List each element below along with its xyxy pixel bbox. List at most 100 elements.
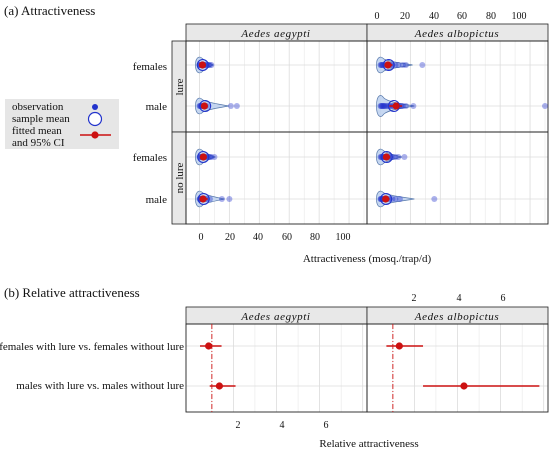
legend-fitted-label-2: and 95% CI <box>12 137 65 149</box>
species-label-aegypti-a: Aedes aegypti <box>240 28 310 40</box>
tick-bottom-0: 0 <box>199 232 204 243</box>
sample-mean-marker <box>380 192 393 206</box>
tick-top-100: 100 <box>512 11 527 22</box>
species-label-aegypti-b: Aedes aegypti <box>240 311 310 323</box>
tick-b-top-6: 6 <box>501 293 506 304</box>
panel-a-title: (a) Attractiveness <box>4 3 95 18</box>
species-label-albopictus-b: Aedes albopictus <box>414 311 499 323</box>
row-label-females-lure: females <box>133 61 167 73</box>
observation-point <box>208 154 215 160</box>
violin-aegypti-nolure-male <box>195 190 225 208</box>
observation-point <box>206 196 213 202</box>
sample-mean-marker <box>196 58 209 72</box>
row-label-females-nolure: females <box>133 152 167 164</box>
observation-point <box>395 154 402 160</box>
tick-bottom-20: 20 <box>225 232 235 243</box>
legend-observation-marker <box>92 104 98 110</box>
observation-point <box>379 103 386 109</box>
species-label-albopictus-a: Aedes albopictus <box>414 28 499 40</box>
sample-mean-marker <box>380 150 393 164</box>
observation-point <box>381 103 388 109</box>
observation-point <box>399 103 406 109</box>
relative-estimate-marker <box>395 342 403 350</box>
panel-b-xlabel: Relative attractiveness <box>319 438 418 450</box>
observation-point <box>211 154 218 160</box>
legend-observation-label: observation <box>12 101 64 113</box>
tick-top-60: 60 <box>457 11 467 22</box>
observation-point <box>378 103 385 109</box>
sample-mean-marker <box>199 99 212 113</box>
legend-sample-mean-label: sample mean <box>12 113 70 125</box>
observation-point <box>542 103 549 109</box>
panel-b-right-frame <box>366 323 549 413</box>
comparison-label-males: males with lure vs. males without lure <box>16 380 184 392</box>
legend-fitted-label-1: fitted mean <box>12 125 62 137</box>
observation-point <box>402 62 409 68</box>
observation-point <box>410 103 417 109</box>
panel-b-ticks: 2 4 6 2 4 6 <box>236 293 506 431</box>
tick-b-top-2: 2 <box>412 293 417 304</box>
panel-a-right-frame <box>366 40 549 225</box>
observation-point <box>233 103 240 109</box>
observation-point <box>377 103 384 109</box>
observation-point <box>392 154 399 160</box>
violin-aegypti-lure-male <box>195 97 229 115</box>
panel-a-xlabel: Attractiveness (mosq./trap/d) <box>303 253 432 265</box>
panel-b-marks <box>200 324 540 412</box>
row-strip-no-lure: no lure <box>174 162 186 193</box>
legend-fitted-marker <box>91 131 99 139</box>
observation-point <box>378 62 385 68</box>
tick-b-bottom-6: 6 <box>324 420 329 431</box>
relative-estimate-marker <box>460 382 468 390</box>
observation-point <box>226 196 233 202</box>
tick-b-bottom-2: 2 <box>236 420 241 431</box>
fitted-mean-marker <box>198 61 207 69</box>
observation-point <box>399 62 406 68</box>
tick-top-40: 40 <box>429 11 439 22</box>
fitted-mean-marker <box>382 153 391 161</box>
fitted-mean-marker <box>199 153 207 161</box>
fitted-mean-marker <box>382 195 390 203</box>
observation-point <box>431 196 438 202</box>
panel-a-grid <box>186 41 548 224</box>
observation-point <box>395 62 402 68</box>
row-strip-lure: lure <box>174 78 186 95</box>
violin-albopictus-nolure-male <box>376 190 415 208</box>
fitted-mean-marker <box>199 195 207 203</box>
tick-bottom-100: 100 <box>336 232 351 243</box>
relative-estimate-marker <box>215 382 223 390</box>
observation-point <box>401 154 408 160</box>
tick-top-0: 0 <box>375 11 380 22</box>
observation-point <box>208 62 215 68</box>
observation-point <box>381 103 388 109</box>
observation-point <box>227 103 234 109</box>
tick-bottom-60: 60 <box>282 232 292 243</box>
observation-point <box>392 196 399 202</box>
relative-estimate-marker <box>205 342 213 350</box>
panel-b-title: (b) Relative attractiveness <box>4 285 140 300</box>
observation-point <box>377 62 384 68</box>
tick-b-bottom-4: 4 <box>280 420 285 431</box>
fitted-mean-marker <box>384 61 392 69</box>
comparison-label-females: females with lure vs. females without lu… <box>0 341 184 353</box>
observation-point <box>383 103 390 109</box>
tick-b-top-4: 4 <box>457 293 462 304</box>
sample-mean-marker <box>382 58 395 72</box>
row-label-male-lure: male <box>146 101 167 113</box>
observation-point <box>218 196 225 202</box>
observation-point <box>419 62 426 68</box>
observation-point <box>378 103 385 109</box>
fitted-mean-marker <box>392 102 400 110</box>
observation-point <box>380 103 387 109</box>
fitted-mean-marker <box>200 102 208 110</box>
legend-sample-mean-marker <box>87 111 103 127</box>
panel-a-ticks: 0 20 40 60 80 100 0 20 40 60 80 100 <box>199 11 527 243</box>
sample-mean-marker <box>197 150 210 164</box>
tick-top-80: 80 <box>486 11 496 22</box>
legend: observation sample mean fitted mean and … <box>5 99 119 149</box>
observation-point <box>402 103 409 109</box>
row-label-male-nolure: male <box>146 194 167 206</box>
sample-mean-marker <box>197 192 210 206</box>
panel-a-marks <box>195 56 549 208</box>
